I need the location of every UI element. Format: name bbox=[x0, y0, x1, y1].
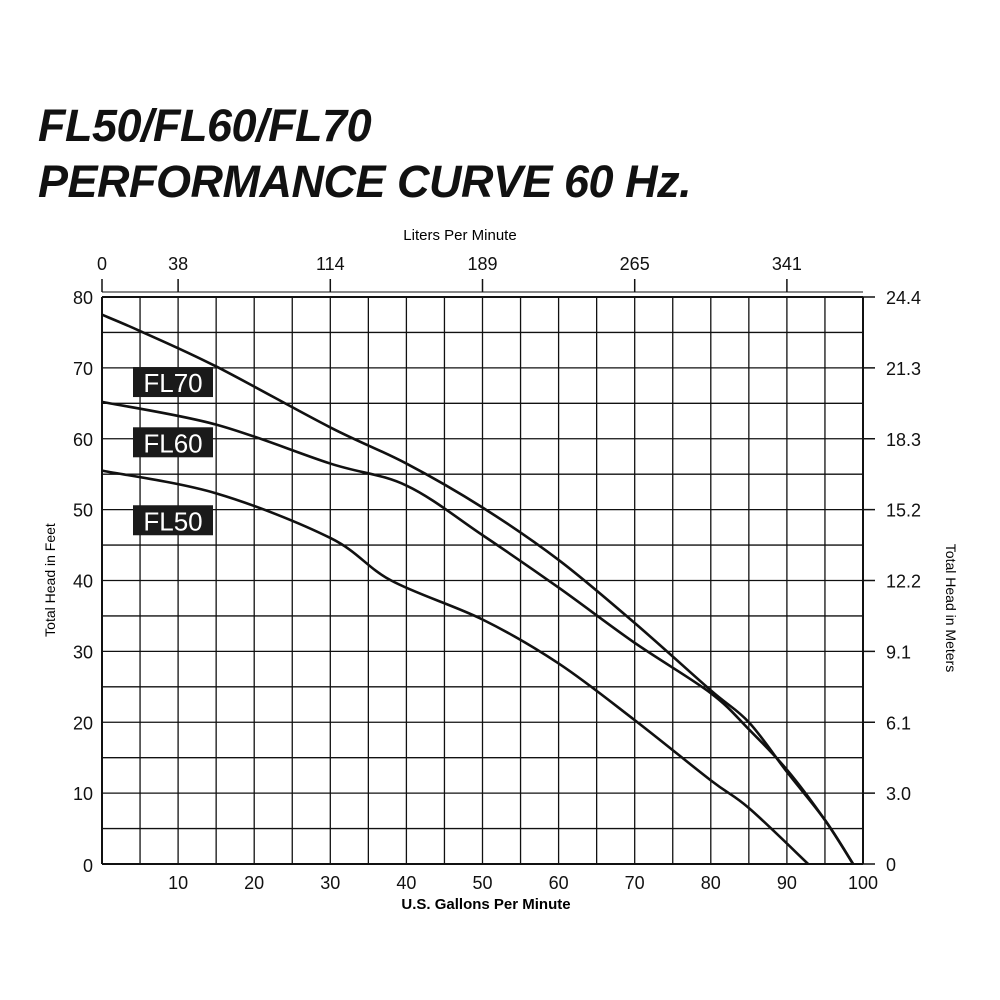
chart-title-line2: PERFORMANCE CURVE 60 Hz. bbox=[38, 156, 692, 207]
curve-fl60 bbox=[101, 400, 855, 865]
y-tick-label: 80 bbox=[73, 288, 93, 308]
curve-fl50 bbox=[101, 469, 810, 865]
x-tick-label: 70 bbox=[625, 873, 645, 893]
y-tick-label: 20 bbox=[73, 713, 93, 733]
right-tick-label: 0 bbox=[886, 855, 896, 875]
y-tick-label: 70 bbox=[73, 359, 93, 379]
y-tick-label: 30 bbox=[73, 642, 93, 662]
y-tick-label: 60 bbox=[73, 430, 93, 450]
series-label-box bbox=[133, 427, 213, 458]
right-tick-label: 6.1 bbox=[886, 713, 911, 733]
y-axis-label: Total Head in Feet bbox=[42, 523, 58, 637]
x-tick-label: 20 bbox=[244, 873, 264, 893]
y-tick-label: 50 bbox=[73, 501, 93, 521]
series-label-fl60: FL60 bbox=[143, 428, 202, 458]
series-label-fl50: FL50 bbox=[143, 506, 202, 536]
top-tick-label: 189 bbox=[467, 254, 497, 274]
right-tick-label: 3.0 bbox=[886, 784, 911, 804]
right-tick-label: 9.1 bbox=[886, 642, 911, 662]
x-tick-label: 30 bbox=[320, 873, 340, 893]
top-tick-label: 341 bbox=[772, 254, 802, 274]
right-tick-label: 21.3 bbox=[886, 359, 921, 379]
right-axis-label: Total Head in Meters bbox=[943, 544, 959, 672]
top-tick-label: 0 bbox=[97, 254, 107, 274]
right-tick-label: 15.2 bbox=[886, 501, 921, 521]
curve-fl70 bbox=[101, 313, 855, 865]
x-tick-label: 40 bbox=[396, 873, 416, 893]
x-tick-label: 90 bbox=[777, 873, 797, 893]
x-tick-label: 10 bbox=[168, 873, 188, 893]
x-tick-label: 80 bbox=[701, 873, 721, 893]
y-tick-label: 40 bbox=[73, 572, 93, 592]
top-tick-label: 38 bbox=[168, 254, 188, 274]
y-tick-label: 10 bbox=[73, 784, 93, 804]
x-axis-label: U.S. Gallons Per Minute bbox=[401, 896, 570, 913]
top-tick-label: 114 bbox=[316, 254, 345, 274]
x-tick-label: 60 bbox=[549, 873, 569, 893]
right-tick-label: 24.4 bbox=[886, 288, 921, 308]
x-tick-label: 100 bbox=[848, 873, 878, 893]
series-label-fl70: FL70 bbox=[143, 368, 202, 398]
x-tick-label: 50 bbox=[472, 873, 492, 893]
top-tick-label: 265 bbox=[620, 254, 650, 274]
y-tick-label: 0 bbox=[83, 856, 93, 876]
series-label-box bbox=[133, 367, 213, 398]
chart-title-line1: FL50/FL60/FL70 bbox=[38, 100, 372, 151]
series-label-box bbox=[133, 505, 213, 536]
top-axis-label: Liters Per Minute bbox=[403, 227, 516, 244]
right-tick-label: 18.3 bbox=[886, 430, 921, 450]
right-tick-label: 12.2 bbox=[886, 572, 921, 592]
